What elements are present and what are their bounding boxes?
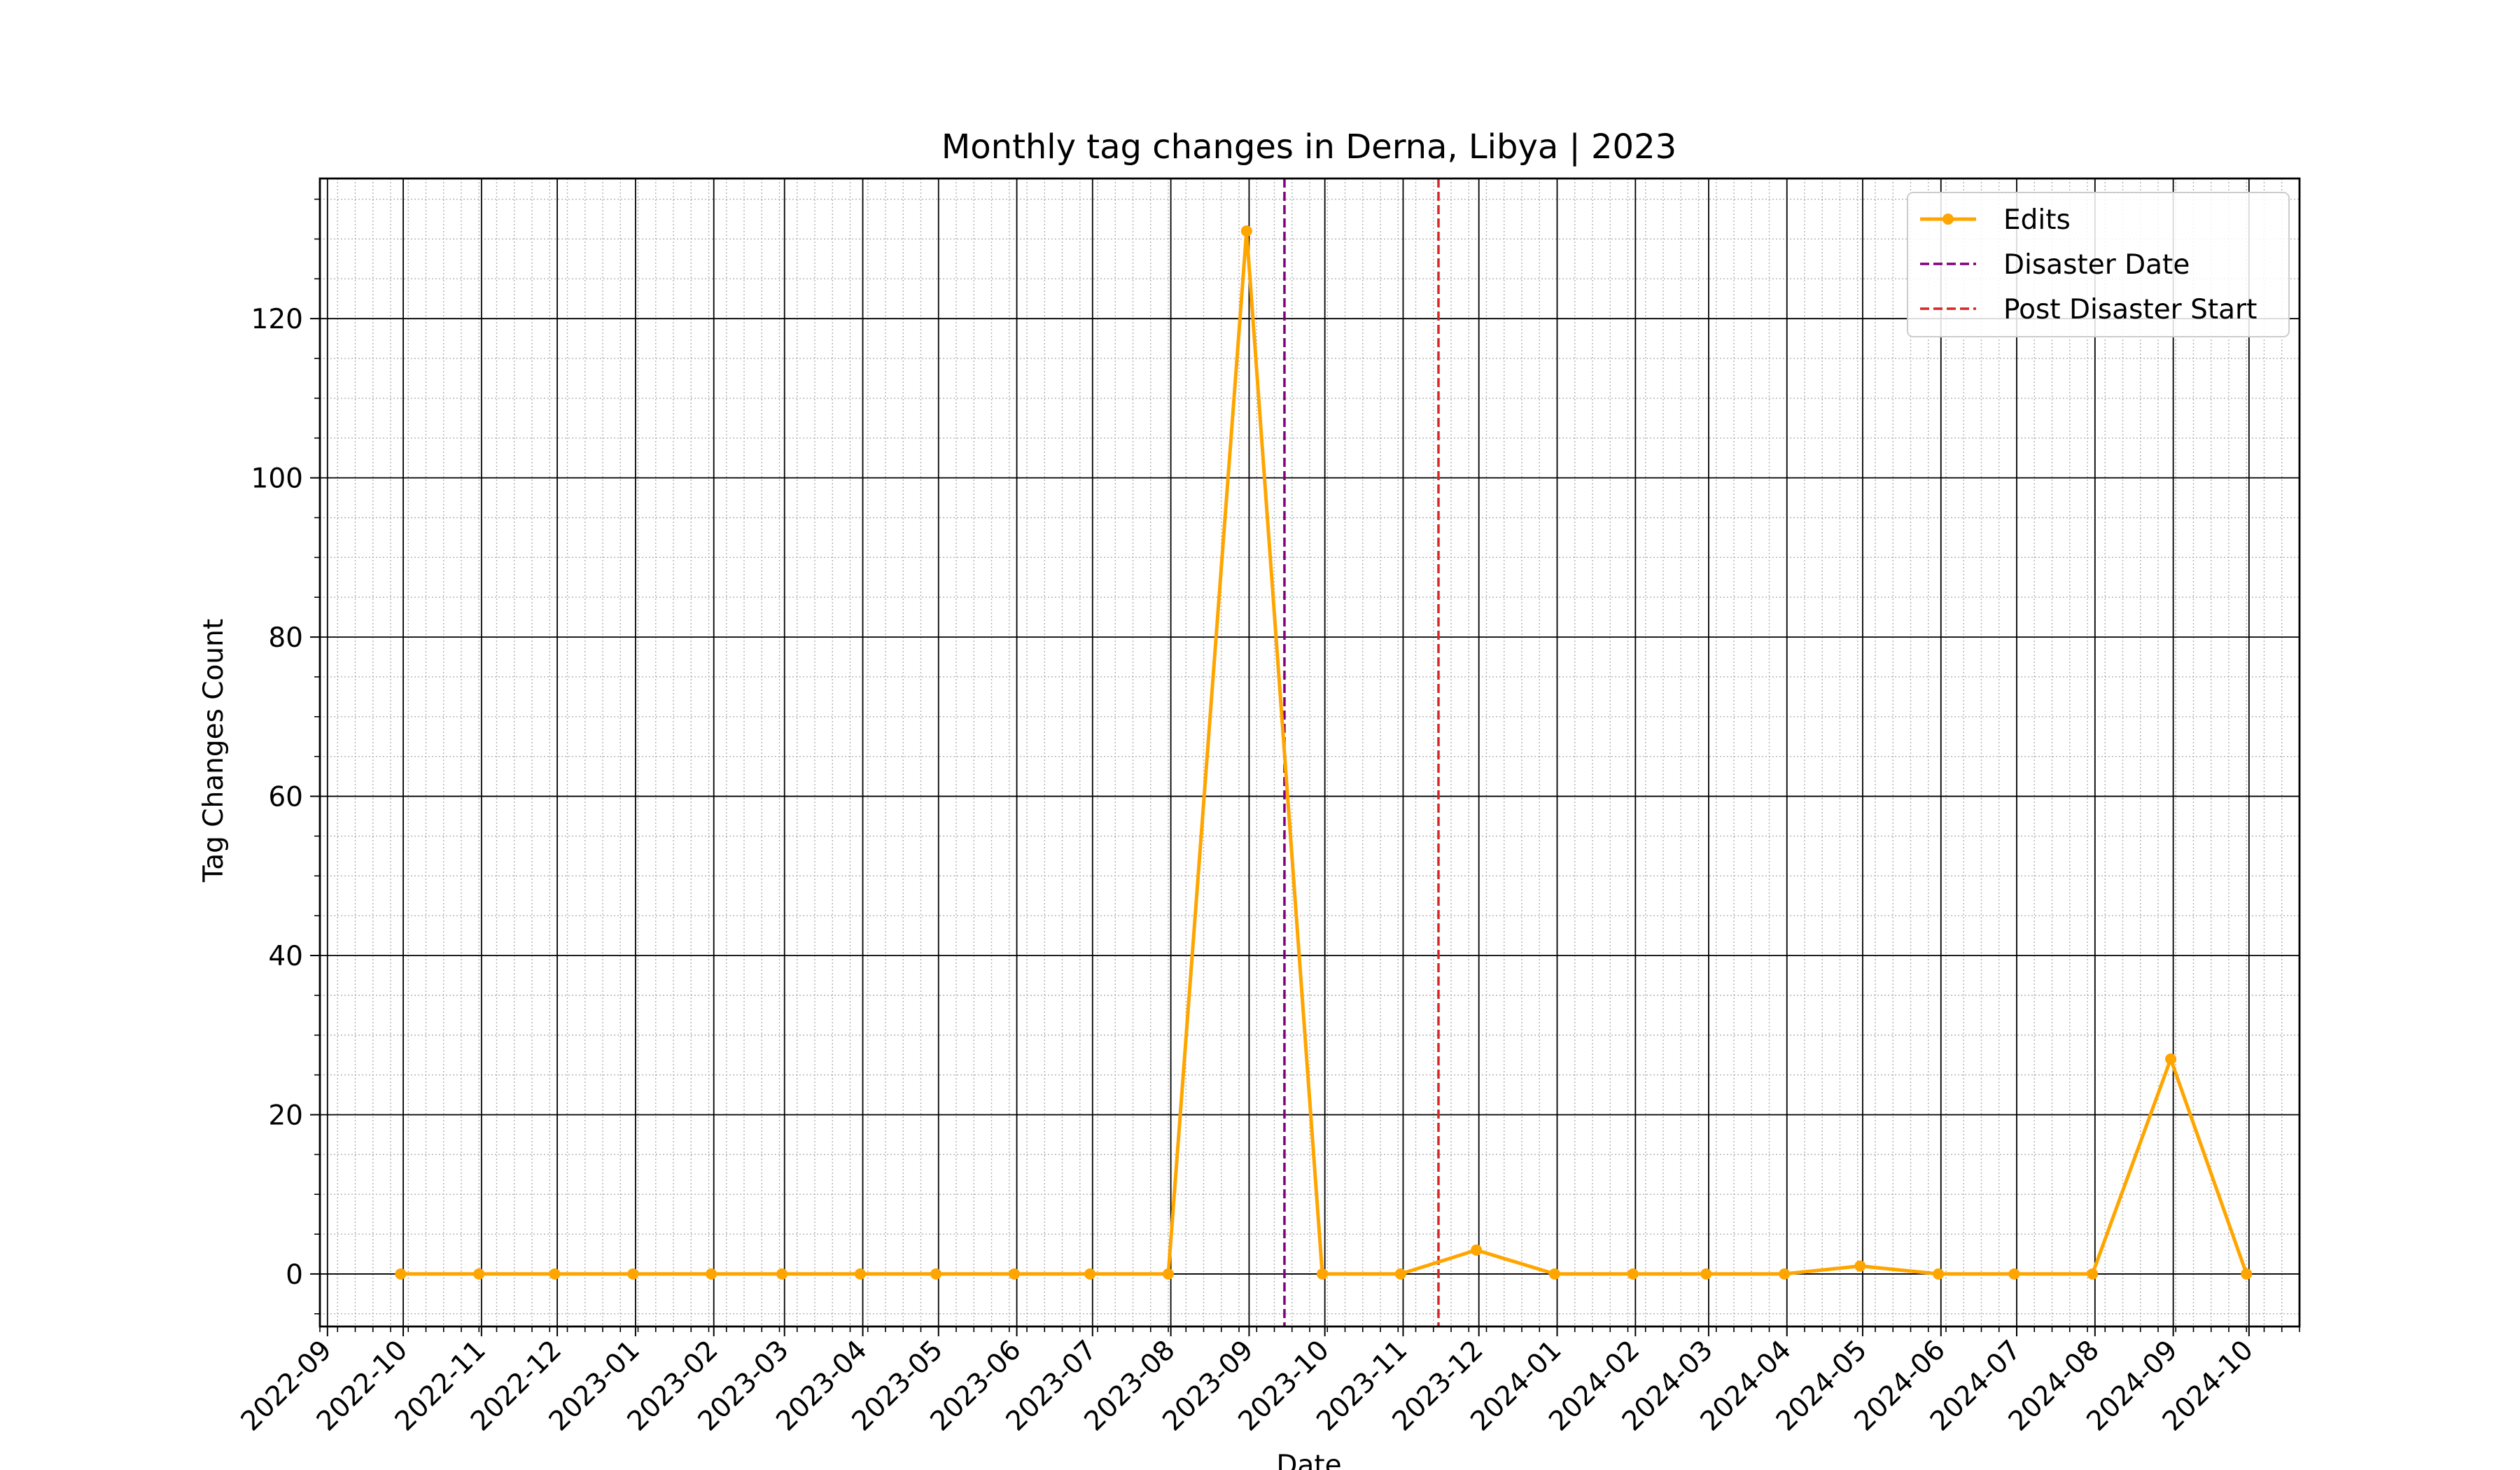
data-point (854, 1268, 866, 1280)
data-point (1779, 1268, 1791, 1280)
data-point (2241, 1268, 2253, 1280)
legend-box (1907, 192, 2290, 337)
legend: Edits Disaster Date Post Disaster Start (1907, 192, 2290, 337)
data-point (2008, 1268, 2020, 1280)
data-point (930, 1268, 942, 1280)
data-point (1394, 1268, 1406, 1280)
minor-grid (319, 178, 2300, 1326)
data-point (1627, 1268, 1639, 1280)
data-point (1933, 1268, 1945, 1280)
data-point (706, 1268, 718, 1280)
data-point (1240, 225, 1252, 237)
series-layer (395, 225, 2253, 1280)
y-tick-label: 0 (286, 1259, 303, 1291)
y-axis-label: Tag Changes Count (198, 619, 230, 883)
data-point (549, 1268, 561, 1280)
y-axis-ticks: 0 20 40 60 80 100 120 (251, 198, 320, 1315)
data-point (2087, 1268, 2099, 1280)
data-point (1854, 1260, 1866, 1272)
legend-label: Disaster Date (2003, 249, 2190, 281)
legend-label: Post Disaster Start (2003, 294, 2257, 326)
chart-title: Monthly tag changes in Derna, Libya | 20… (941, 127, 1676, 167)
data-point (1008, 1268, 1020, 1280)
x-axis-label: Date (1276, 1450, 1341, 1470)
y-tick-label: 20 (268, 1100, 303, 1131)
data-point (1163, 1268, 1174, 1280)
legend-marker (1942, 214, 1954, 225)
y-tick-label: 60 (268, 782, 303, 813)
data-point (776, 1268, 788, 1280)
data-point (395, 1268, 407, 1280)
data-point (1548, 1268, 1560, 1280)
data-point (1700, 1268, 1712, 1280)
y-tick-label: 100 (251, 463, 303, 495)
data-point (2165, 1053, 2177, 1065)
data-point (473, 1268, 485, 1280)
y-tick-label: 80 (268, 622, 303, 654)
y-tick-label: 120 (251, 304, 303, 335)
data-point (627, 1268, 639, 1280)
legend-label: Edits (2003, 204, 2071, 236)
data-point (1084, 1268, 1096, 1280)
data-point (1471, 1244, 1483, 1256)
y-tick-label: 40 (268, 941, 303, 972)
data-point (1317, 1268, 1329, 1280)
